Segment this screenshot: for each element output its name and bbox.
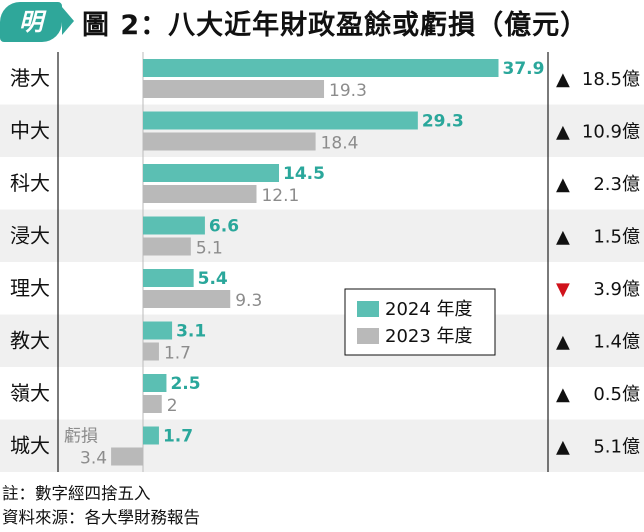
bar-2023 bbox=[143, 185, 257, 203]
bar-2024 bbox=[143, 111, 418, 130]
bar-2024 bbox=[143, 269, 194, 287]
category-label: 理大 bbox=[10, 276, 50, 300]
bar-2023 bbox=[143, 132, 316, 151]
data-label-2023: 18.4 bbox=[321, 134, 359, 154]
bar-2024 bbox=[143, 374, 167, 392]
deficit-label: 虧損 bbox=[64, 427, 98, 447]
data-label-2024: 14.5 bbox=[283, 164, 325, 184]
increase-marker: ▲ bbox=[556, 69, 570, 90]
bar-2024 bbox=[143, 321, 173, 340]
legend-label-2024: 2024 年度 bbox=[385, 299, 473, 320]
change-value: 3.9億 bbox=[593, 279, 640, 300]
legend-swatch-2024 bbox=[357, 301, 379, 317]
bar-2023 bbox=[143, 80, 325, 98]
chart-footer: 註：數字經四捨五入 資料來源：各大學財務報告 bbox=[2, 482, 200, 530]
bar-2024 bbox=[143, 164, 280, 182]
data-label-2023: 9.3 bbox=[235, 291, 262, 311]
change-value: 1.5億 bbox=[593, 227, 640, 248]
increase-marker: ▲ bbox=[556, 332, 570, 353]
data-label-2024: 2.5 bbox=[170, 374, 200, 394]
bar-2023 bbox=[143, 290, 231, 308]
data-label-2023: 2 bbox=[167, 396, 178, 416]
source-note: 資料來源：各大學財務報告 bbox=[2, 508, 200, 527]
data-label-2023: 3.4 bbox=[80, 449, 107, 469]
category-label: 教大 bbox=[10, 329, 50, 353]
increase-marker: ▲ bbox=[556, 384, 570, 405]
publisher-badge-text: 明 bbox=[19, 8, 43, 36]
row-stripe bbox=[0, 419, 644, 472]
row-stripe bbox=[0, 314, 644, 367]
change-value: 5.1億 bbox=[593, 437, 640, 458]
data-label-2024: 29.3 bbox=[422, 112, 464, 132]
legend-swatch-2023 bbox=[357, 328, 379, 344]
data-label-2024: 3.1 bbox=[176, 322, 206, 342]
increase-marker: ▲ bbox=[556, 122, 570, 143]
data-label-2023: 1.7 bbox=[164, 344, 191, 364]
bar-2024 bbox=[143, 426, 159, 445]
data-label-2024: 6.6 bbox=[209, 217, 239, 237]
chart-title: 圖 2：八大近年財政盈餘或虧損（億元） bbox=[82, 10, 589, 41]
data-label-2023: 12.1 bbox=[261, 186, 299, 206]
footnote: 註：數字經四捨五入 bbox=[2, 484, 151, 503]
bar-2023 bbox=[143, 237, 191, 256]
legend-label-2023: 2023 年度 bbox=[385, 326, 473, 347]
data-label-2024: 1.7 bbox=[163, 427, 193, 447]
change-value: 18.5億 bbox=[582, 69, 640, 90]
data-label-2023: 19.3 bbox=[329, 81, 367, 101]
row-stripe bbox=[0, 209, 644, 262]
badge-arrow-icon bbox=[62, 7, 74, 35]
change-value: 0.5億 bbox=[593, 384, 640, 405]
increase-marker: ▲ bbox=[556, 174, 570, 195]
category-label: 科大 bbox=[10, 171, 50, 195]
bar-2023 bbox=[143, 342, 159, 361]
change-value: 1.4億 bbox=[593, 332, 640, 353]
category-label: 浸大 bbox=[10, 224, 50, 248]
publisher-badge: 明 bbox=[0, 2, 62, 42]
bar-2024 bbox=[143, 216, 205, 235]
chart-header: 明 圖 2：八大近年財政盈餘或虧損（億元） bbox=[0, 0, 644, 50]
bar-2024 bbox=[143, 59, 499, 77]
increase-marker: ▲ bbox=[556, 227, 570, 248]
change-value: 2.3億 bbox=[593, 174, 640, 195]
category-label: 港大 bbox=[10, 66, 50, 90]
data-label-2024: 5.4 bbox=[198, 269, 228, 289]
category-label: 中大 bbox=[10, 119, 50, 143]
category-label: 城大 bbox=[10, 434, 50, 458]
category-label: 嶺大 bbox=[10, 381, 50, 405]
decrease-marker: ▼ bbox=[556, 279, 570, 300]
increase-marker: ▲ bbox=[556, 437, 570, 458]
bar-2023 bbox=[143, 395, 162, 413]
data-label-2024: 37.9 bbox=[503, 59, 545, 79]
bar-2023 bbox=[111, 447, 143, 466]
data-label-2023: 5.1 bbox=[196, 239, 223, 259]
change-value: 10.9億 bbox=[582, 122, 640, 143]
